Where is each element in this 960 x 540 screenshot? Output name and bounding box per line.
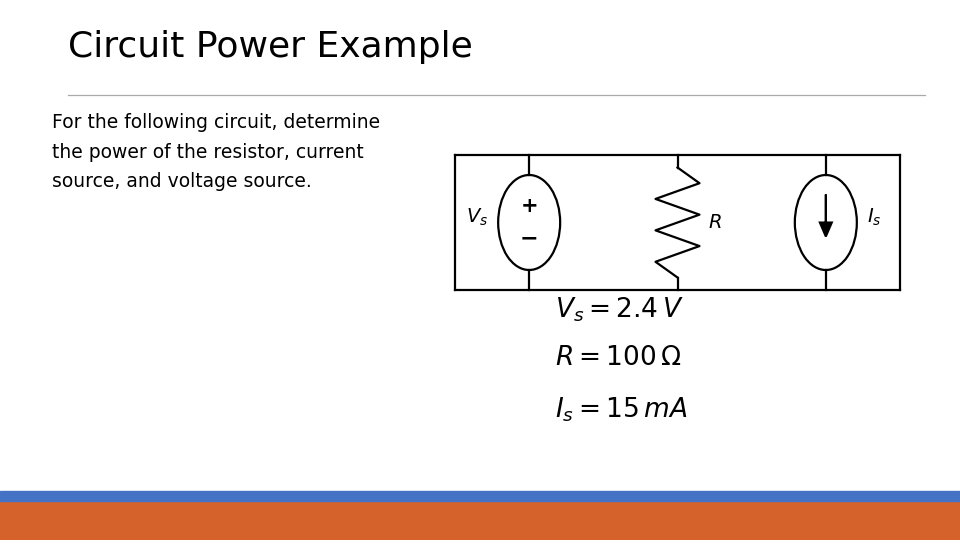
- Text: For the following circuit, determine
the power of the resistor, current
source, : For the following circuit, determine the…: [52, 113, 380, 191]
- Text: $V_s$: $V_s$: [466, 207, 489, 228]
- Text: $I_s$: $I_s$: [867, 207, 881, 228]
- Text: $V_s = 2.4\,V$: $V_s = 2.4\,V$: [555, 295, 684, 323]
- Bar: [0, 501, 960, 540]
- Text: $I_s = 15\,mA$: $I_s = 15\,mA$: [555, 395, 687, 423]
- Text: $R = 100\,\Omega$: $R = 100\,\Omega$: [555, 345, 682, 371]
- FancyArrow shape: [820, 194, 831, 237]
- Text: +: +: [520, 197, 538, 217]
- Text: $R$: $R$: [708, 213, 721, 232]
- Text: −: −: [520, 228, 539, 248]
- Bar: [0, 491, 960, 501]
- Text: Circuit Power Example: Circuit Power Example: [68, 30, 472, 64]
